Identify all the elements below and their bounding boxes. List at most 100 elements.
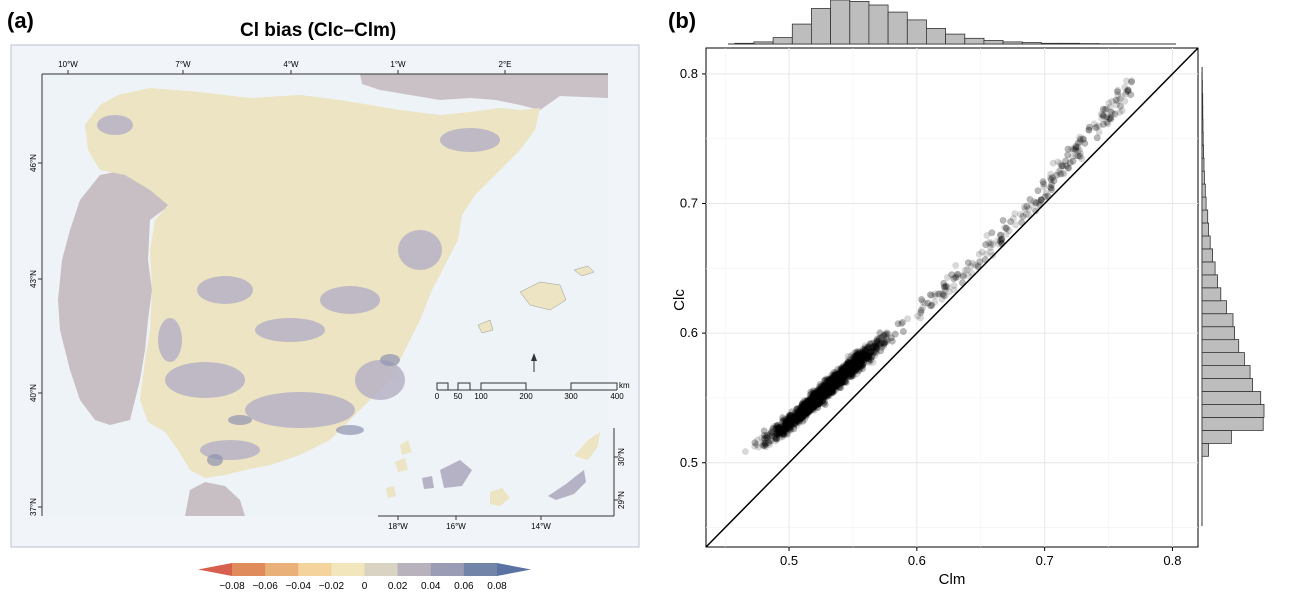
- scatter-point: [1117, 102, 1124, 110]
- scatter-point: [785, 423, 793, 431]
- scatter-point: [859, 354, 867, 362]
- scatter-point: [852, 348, 860, 356]
- scatter-point: [795, 408, 802, 416]
- scatter-point: [830, 375, 838, 383]
- scatter-point: [798, 402, 806, 410]
- scatter-point: [825, 387, 833, 394]
- scatter-point: [822, 387, 830, 395]
- scatter-point: [847, 372, 855, 380]
- scatter-point: [841, 375, 849, 382]
- scatter-point: [785, 421, 792, 428]
- scatter-point: [857, 358, 865, 366]
- scatter-point: [823, 378, 831, 385]
- scatter-point: [817, 388, 825, 396]
- scatter-point: [815, 399, 822, 407]
- scatter-point: [826, 376, 833, 384]
- scatter-point: [816, 389, 824, 397]
- scatter-point: [796, 408, 804, 416]
- scatter-point: [816, 397, 823, 405]
- scatter-point: [819, 392, 827, 400]
- scatter-point: [827, 384, 834, 392]
- scatter-point: [859, 360, 866, 368]
- scatter-point: [846, 360, 853, 368]
- scatter-point: [824, 384, 832, 392]
- scatter-point: [754, 436, 761, 444]
- scatter-point: [792, 413, 800, 421]
- scatter-point: [809, 395, 817, 403]
- scatter-point: [940, 279, 948, 287]
- scatter-point: [809, 403, 817, 411]
- scatter-point: [831, 382, 839, 390]
- scatter-point: [848, 371, 856, 379]
- scatter-point: [1047, 176, 1055, 184]
- scatter-point: [787, 425, 794, 433]
- scatter-point: [844, 361, 852, 368]
- scatter-point: [800, 405, 807, 413]
- scatter-point: [855, 358, 863, 366]
- scatter-point: [784, 420, 792, 428]
- scatter-point: [938, 295, 946, 303]
- scatter-point: [788, 408, 796, 416]
- scatter-point: [833, 377, 840, 385]
- scatter-point: [810, 397, 818, 404]
- scatter-point: [1104, 120, 1112, 128]
- scatter-point: [801, 401, 809, 409]
- scatter-point: [853, 365, 860, 373]
- y-histogram-bar: [1201, 248, 1214, 263]
- y-histogram-bar: [1201, 118, 1204, 133]
- scatter-point: [792, 413, 800, 421]
- scatter-point: [810, 399, 817, 407]
- scatter-point: [818, 388, 826, 395]
- scatter-point: [873, 345, 880, 353]
- scatter-point: [797, 414, 804, 422]
- scatter-point: [830, 379, 837, 387]
- scatter-point: [812, 398, 820, 405]
- scatter-point: [1064, 151, 1072, 159]
- scatter-point: [777, 428, 785, 436]
- scatter-point: [815, 389, 823, 396]
- scatter-point: [802, 401, 809, 409]
- scatter-point: [836, 379, 843, 387]
- scatter-point: [959, 279, 966, 287]
- scatter-point: [817, 390, 825, 398]
- scatter-point: [824, 392, 831, 400]
- scatter-point: [844, 364, 852, 372]
- scatter-point: [838, 372, 845, 380]
- scatter-point: [822, 388, 830, 396]
- scatter-point: [845, 358, 853, 366]
- scatter-point: [811, 402, 819, 409]
- scatter-point: [777, 423, 785, 431]
- scatter-point: [807, 398, 815, 405]
- scatter-point: [819, 386, 827, 394]
- scatter-point: [799, 410, 807, 418]
- scatter-point: [846, 369, 854, 376]
- scatter-point: [814, 392, 822, 399]
- scatter-point: [799, 410, 807, 418]
- scatter-point: [844, 356, 852, 364]
- scatter-point: [830, 380, 838, 388]
- scatter-point: [799, 408, 807, 416]
- scatter-point: [816, 396, 823, 404]
- scatter-point: [803, 397, 810, 405]
- scatter-point: [826, 386, 834, 394]
- scatter-point: [795, 415, 802, 423]
- scatter-point: [853, 357, 861, 365]
- scatter-point: [813, 394, 820, 402]
- scatter-point: [825, 384, 833, 392]
- scatter-point: [823, 385, 830, 393]
- scatter-point: [1050, 177, 1058, 185]
- scatter-point: [865, 350, 873, 357]
- scatter-point: [845, 358, 853, 366]
- scatter-point: [841, 364, 849, 371]
- scatter-point: [814, 392, 821, 400]
- scatter-point: [846, 362, 854, 370]
- scatter-point: [826, 388, 834, 396]
- scatter-point: [785, 415, 793, 423]
- scatter-point: [841, 372, 848, 380]
- scatter-point: [822, 383, 830, 391]
- scatter-point: [839, 374, 847, 382]
- scatter-point: [804, 398, 812, 405]
- scatter-point: [831, 376, 839, 384]
- scatter-point: [817, 393, 825, 401]
- scatter-point: [841, 369, 849, 377]
